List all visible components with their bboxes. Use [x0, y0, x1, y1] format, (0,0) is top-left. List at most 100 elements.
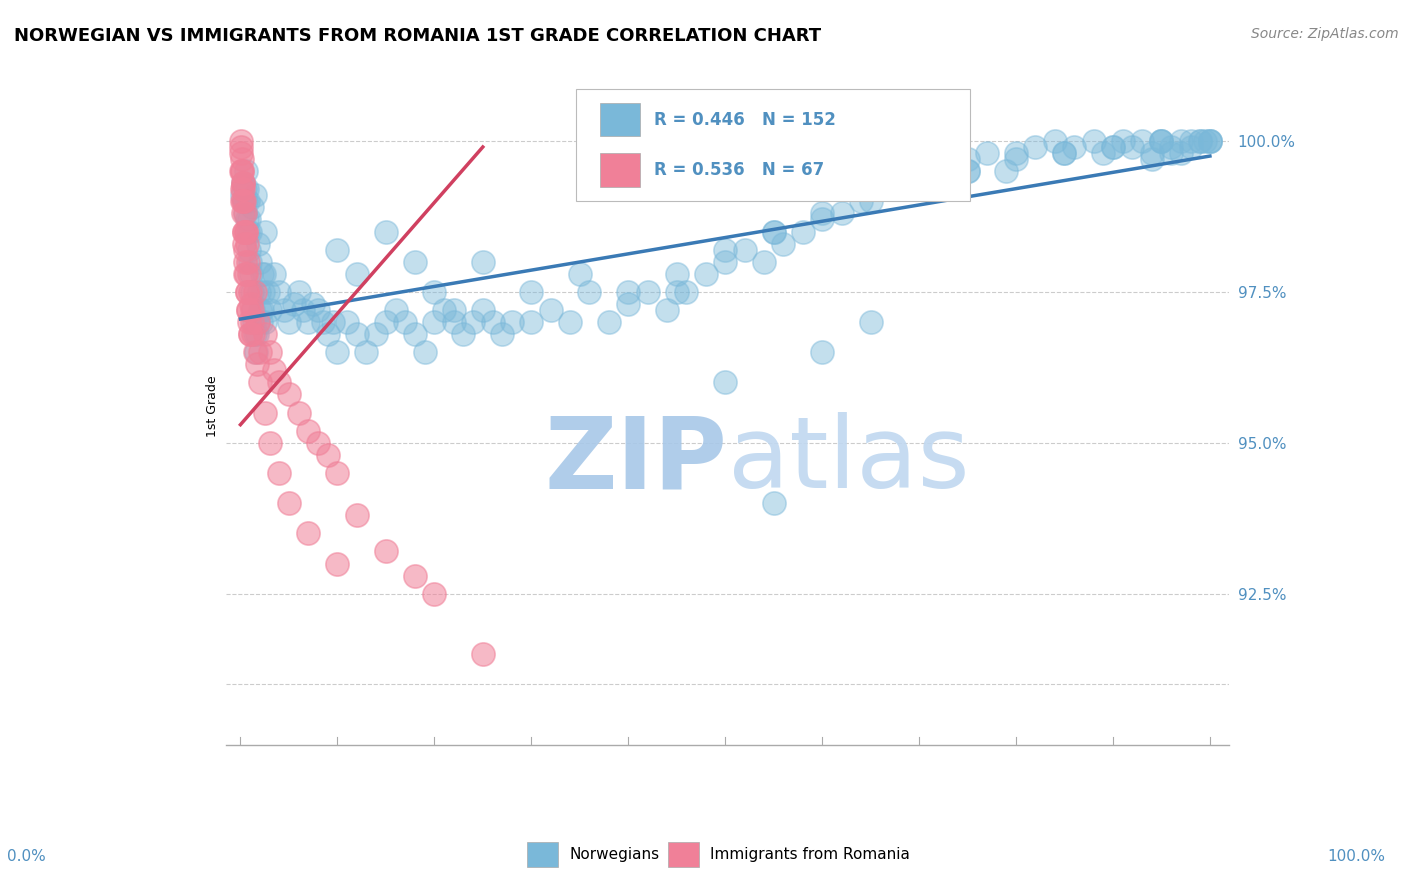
Point [246, 315, 269, 329]
Point [245, 345, 267, 359]
Point [233, 182, 256, 196]
Point [235, 267, 257, 281]
Point [443, 303, 465, 318]
Point [238, 243, 260, 257]
Point [811, 212, 834, 227]
Point [297, 424, 319, 438]
Point [253, 327, 276, 342]
Point [936, 164, 959, 178]
Point [233, 225, 256, 239]
Point [461, 315, 484, 329]
Point [675, 285, 697, 299]
Point [568, 267, 591, 281]
Point [956, 164, 979, 178]
Point [235, 225, 257, 239]
Point [235, 194, 257, 209]
Point [231, 194, 253, 209]
Point [1199, 134, 1222, 148]
Point [233, 194, 256, 209]
Point [240, 267, 263, 281]
Point [231, 164, 253, 178]
Point [1024, 140, 1046, 154]
Point [356, 345, 378, 359]
Point [374, 544, 396, 558]
Point [232, 176, 254, 190]
Point [995, 164, 1018, 178]
Point [714, 376, 737, 390]
Text: 0.0%: 0.0% [7, 849, 46, 863]
Point [249, 254, 271, 268]
Point [1150, 134, 1173, 148]
Point [238, 303, 260, 318]
Point [1180, 140, 1202, 154]
Point [734, 243, 756, 257]
Point [233, 206, 256, 220]
Point [695, 267, 717, 281]
Point [326, 243, 349, 257]
Point [246, 236, 269, 251]
Point [453, 327, 475, 342]
Point [232, 176, 254, 190]
Point [1111, 134, 1133, 148]
Point [316, 448, 339, 462]
Point [322, 315, 344, 329]
Point [307, 303, 329, 318]
Point [287, 406, 309, 420]
Point [404, 327, 426, 342]
Point [238, 315, 260, 329]
Point [246, 315, 269, 329]
Point [617, 297, 640, 311]
Point [423, 315, 446, 329]
Point [1160, 140, 1182, 154]
Y-axis label: 1st Grade: 1st Grade [205, 376, 219, 437]
Point [1102, 140, 1125, 154]
Point [762, 225, 785, 239]
Point [243, 285, 266, 299]
Point [239, 327, 262, 342]
Point [307, 435, 329, 450]
Point [316, 327, 339, 342]
Point [243, 188, 266, 202]
Point [879, 176, 901, 190]
Point [423, 285, 446, 299]
Point [404, 254, 426, 268]
Point [714, 243, 737, 257]
Point [238, 267, 260, 281]
Point [259, 435, 281, 450]
Point [246, 327, 269, 342]
Point [471, 303, 494, 318]
Point [232, 206, 254, 220]
Point [1180, 134, 1202, 148]
Point [1083, 134, 1105, 148]
Point [259, 303, 281, 318]
Point [231, 164, 253, 178]
Text: atlas: atlas [728, 412, 969, 509]
Point [232, 176, 254, 190]
Point [1005, 146, 1028, 161]
Point [956, 152, 979, 166]
Point [232, 182, 254, 196]
Point [491, 327, 513, 342]
Point [233, 236, 256, 251]
Point [239, 254, 262, 268]
Point [918, 182, 941, 196]
Point [772, 236, 794, 251]
Point [394, 315, 416, 329]
Point [374, 225, 396, 239]
Point [277, 315, 299, 329]
Point [249, 376, 271, 390]
Text: Immigrants from Romania: Immigrants from Romania [710, 847, 910, 862]
Point [1199, 134, 1222, 148]
Point [831, 206, 853, 220]
Point [481, 315, 503, 329]
Point [238, 212, 260, 227]
Point [246, 357, 269, 371]
Point [231, 182, 253, 196]
Point [233, 194, 256, 209]
Point [1005, 152, 1028, 166]
Point [297, 315, 319, 329]
Point [231, 188, 253, 202]
Point [1170, 146, 1192, 161]
Text: NORWEGIAN VS IMMIGRANTS FROM ROMANIA 1ST GRADE CORRELATION CHART: NORWEGIAN VS IMMIGRANTS FROM ROMANIA 1ST… [14, 27, 821, 45]
Point [250, 267, 273, 281]
